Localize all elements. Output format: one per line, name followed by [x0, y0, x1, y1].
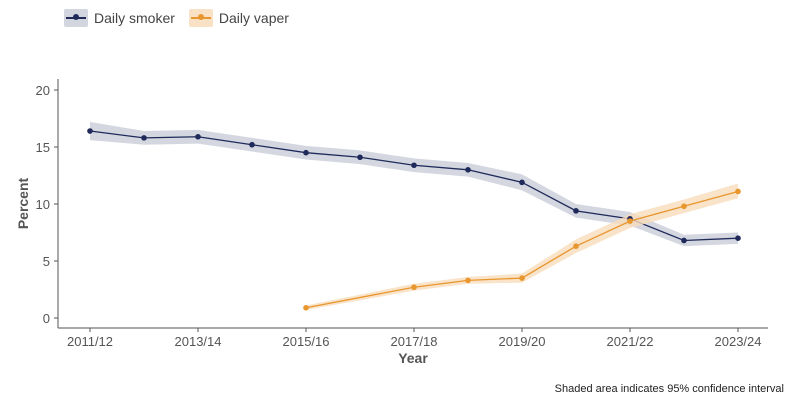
- data-point-daily-vaper: [573, 243, 579, 249]
- y-tick-label: 15: [36, 140, 50, 155]
- confidence-interval-note: Shaded area indicates 95% confidence int…: [554, 383, 784, 395]
- y-tick-label: 5: [43, 254, 50, 269]
- data-point-daily-vaper: [735, 188, 741, 195]
- confidence-band-daily-smoker: [90, 121, 738, 247]
- x-tick-label: 2019/20: [499, 334, 546, 349]
- legend-key-daily-vaper: [188, 9, 213, 27]
- data-point-daily-vaper: [681, 203, 687, 210]
- data-point-daily-smoker: [195, 133, 201, 140]
- confidence-band-daily-vaper: [306, 183, 738, 311]
- y-tick-label: 10: [36, 197, 50, 212]
- data-point-daily-smoker: [87, 128, 93, 134]
- data-point-daily-smoker: [249, 141, 255, 148]
- x-axis-title: Year: [398, 350, 428, 366]
- legend: Daily smoker Daily vaper: [64, 9, 289, 27]
- legend-label-daily-smoker: Daily smoker: [94, 10, 175, 26]
- data-point-daily-smoker: [141, 135, 147, 141]
- data-point-daily-smoker: [573, 208, 579, 214]
- legend-item-daily-smoker: Daily smoker: [64, 9, 175, 27]
- x-tick-label: 2023/24: [715, 334, 762, 349]
- data-point-daily-smoker: [519, 179, 525, 186]
- data-point-daily-smoker: [411, 162, 417, 169]
- data-point-daily-vaper: [519, 275, 525, 281]
- data-point-daily-vaper: [303, 304, 309, 311]
- data-point-daily-vaper: [465, 277, 471, 284]
- x-tick-label: 2017/18: [391, 334, 438, 349]
- data-point-daily-smoker: [357, 154, 363, 161]
- data-point-daily-smoker: [303, 149, 309, 156]
- series-line-daily-vaper: [305, 190, 739, 309]
- legend-item-daily-vaper: Daily vaper: [188, 9, 289, 27]
- data-point-daily-smoker: [681, 237, 687, 244]
- x-tick-label: 2021/22: [607, 334, 654, 349]
- data-point-daily-vaper: [411, 284, 417, 291]
- y-axis-title: Percent: [15, 177, 31, 229]
- legend-key-daily-smoker: [64, 9, 88, 27]
- y-tick-label: 20: [36, 83, 50, 98]
- data-point-daily-smoker: [735, 235, 741, 241]
- legend-label-daily-vaper: Daily vaper: [218, 10, 289, 26]
- x-tick-label: 2015/16: [283, 334, 330, 349]
- x-tick-label: 2013/14: [175, 334, 222, 349]
- data-point-daily-vaper: [627, 218, 633, 224]
- y-tick-label: 0: [43, 311, 50, 326]
- x-tick-label: 2011/12: [67, 334, 113, 349]
- data-point-daily-smoker: [465, 167, 471, 173]
